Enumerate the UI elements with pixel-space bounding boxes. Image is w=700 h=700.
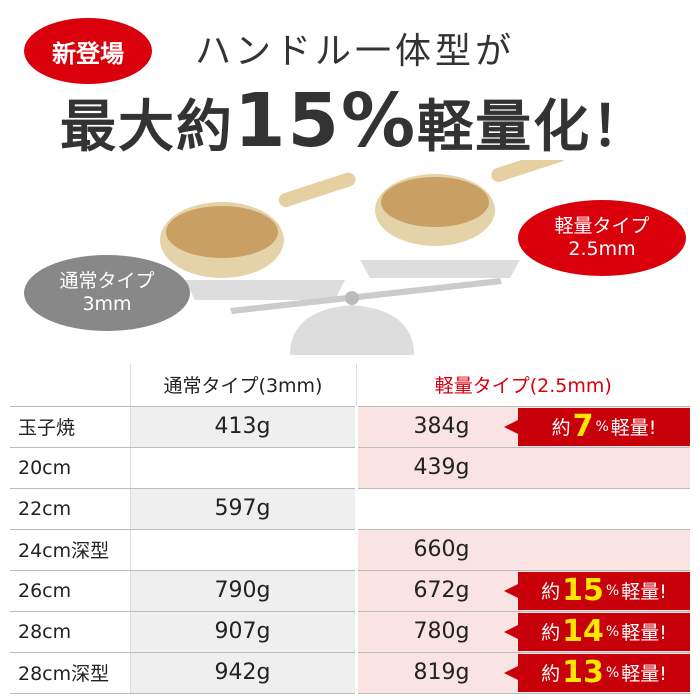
light-weight: 439g <box>413 455 470 480</box>
size-label: 20cm <box>10 447 131 489</box>
saving-suffix: 軽量! <box>610 417 657 439</box>
scale-beam <box>230 278 502 314</box>
headline-number: 15% <box>234 78 418 164</box>
normal-weight <box>130 447 358 489</box>
table-row: 26cm 790g 672g 約 15% 軽量! <box>10 570 690 612</box>
scale-left-plate <box>185 280 345 300</box>
size-label: 玉子焼 <box>10 406 131 448</box>
size-label: 22cm <box>10 488 131 530</box>
light-weight-cell: 780g 約 14% 軽量! <box>356 611 690 653</box>
header-light: 軽量タイプ(2.5mm) <box>355 364 690 407</box>
normal-weight <box>130 529 358 571</box>
headline-line2: 最大約15%軽量化！ <box>60 78 649 164</box>
saving-percent: 13 <box>562 655 604 690</box>
size-label: 28cm <box>10 611 131 653</box>
normal-weight: 790g <box>130 570 358 612</box>
saving-percent: 7 <box>572 409 594 444</box>
bubble-label: 通常タイプ <box>59 270 155 293</box>
saving-badge: 約 14% 軽量! <box>504 612 690 651</box>
size-label: 26cm <box>10 570 131 612</box>
saving-unit: % <box>595 418 609 435</box>
header-size <box>10 364 130 407</box>
light-weight-cell: 819g 約 13% 軽量! <box>356 652 690 694</box>
size-label: 24cm深型 <box>10 529 131 571</box>
saving-suffix: 軽量! <box>621 663 667 685</box>
normal-type-bubble: 通常タイプ 3mm <box>24 255 190 331</box>
saving-prefix: 約 <box>541 663 561 685</box>
saving-prefix: 約 <box>551 417 571 439</box>
light-type-bubble: 軽量タイプ 2.5mm <box>518 200 686 276</box>
weight-comparison-table: 通常タイプ(3mm) 軽量タイプ(2.5mm) 玉子焼 413g 384g 約 7% 軽量… <box>10 364 690 694</box>
light-weight: 672g <box>413 578 470 603</box>
saving-percent: 15 <box>562 573 604 608</box>
header-normal: 通常タイプ(3mm) <box>129 364 356 407</box>
scale-base <box>290 305 414 355</box>
normal-weight: 942g <box>130 652 358 694</box>
bubble-thickness: 3mm <box>82 293 132 315</box>
light-weight-cell: 660g <box>356 529 690 571</box>
bubble-thickness: 2.5mm <box>568 238 636 260</box>
table-row: 22cm 597g <box>10 488 690 530</box>
normal-weight: 907g <box>130 611 358 653</box>
saving-prefix: 約 <box>541 581 561 603</box>
saving-suffix: 軽量! <box>621 581 667 603</box>
scale-illustration <box>160 160 567 355</box>
saving-prefix: 約 <box>541 622 561 644</box>
pan-normal-icon <box>160 172 356 278</box>
bubble-label: 軽量タイプ <box>554 215 650 238</box>
light-weight-cell: 439g <box>356 447 690 489</box>
light-weight-cell: 672g 約 15% 軽量! <box>356 570 690 612</box>
light-weight: 780g <box>413 619 470 644</box>
headline-line1: ハンドル一体型が <box>195 31 516 72</box>
pan-light-icon <box>375 160 567 246</box>
table-row: 玉子焼 413g 384g 約 7% 軽量! <box>10 406 690 448</box>
new-badge: 新登場 <box>24 18 152 84</box>
light-weight-cell <box>356 488 690 530</box>
normal-weight: 413g <box>130 406 358 448</box>
scale-right-plate <box>360 260 520 278</box>
saving-unit: % <box>605 623 620 640</box>
table-row: 28cm深型 942g 819g 約 13% 軽量! <box>10 652 690 694</box>
table-row: 24cm深型 660g <box>10 529 690 571</box>
light-weight-cell: 384g 約 7% 軽量! <box>356 406 690 448</box>
saving-badge: 約 13% 軽量! <box>504 653 690 692</box>
size-label: 28cm深型 <box>10 652 131 694</box>
saving-percent: 14 <box>562 614 604 649</box>
saving-badge: 約 15% 軽量! <box>504 571 690 610</box>
light-weight: 819g <box>413 660 470 685</box>
headline-post: 軽量化！ <box>417 95 650 160</box>
table-row: 20cm 439g <box>10 447 690 489</box>
saving-unit: % <box>605 664 620 681</box>
scale-pivot <box>345 291 359 305</box>
light-weight: 384g <box>413 414 470 439</box>
saving-badge: 約 7% 軽量! <box>504 407 690 446</box>
saving-suffix: 軽量! <box>621 622 667 644</box>
normal-weight: 597g <box>130 488 358 530</box>
headline-pre: 最大約 <box>60 95 234 160</box>
light-weight: 660g <box>413 537 470 562</box>
table-row: 28cm 907g 780g 約 14% 軽量! <box>10 611 690 653</box>
saving-unit: % <box>605 582 620 599</box>
